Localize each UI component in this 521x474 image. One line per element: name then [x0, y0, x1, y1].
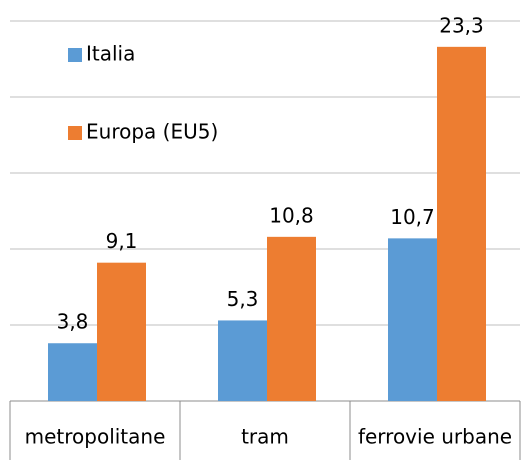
bar: [218, 320, 267, 401]
bar: [97, 262, 146, 401]
legend-swatch: [68, 48, 82, 62]
data-label: 9,1: [106, 229, 138, 253]
legend-swatch: [68, 126, 82, 140]
data-label: 10,8: [269, 203, 314, 227]
x-tick-label: metropolitane: [25, 425, 166, 449]
legend-label: Italia: [86, 42, 135, 66]
bar: [437, 46, 486, 402]
data-label: 23,3: [439, 13, 484, 37]
bar: [267, 236, 316, 401]
bar: [48, 343, 97, 401]
data-label: 5,3: [227, 287, 259, 311]
x-tick-label: ferrovie urbane: [358, 425, 512, 449]
legend-label: Europa (EU5): [86, 120, 218, 144]
data-label: 3,8: [57, 310, 89, 334]
x-tick-label: tram: [241, 425, 289, 449]
bar: [388, 238, 437, 401]
data-label: 10,7: [390, 205, 435, 229]
